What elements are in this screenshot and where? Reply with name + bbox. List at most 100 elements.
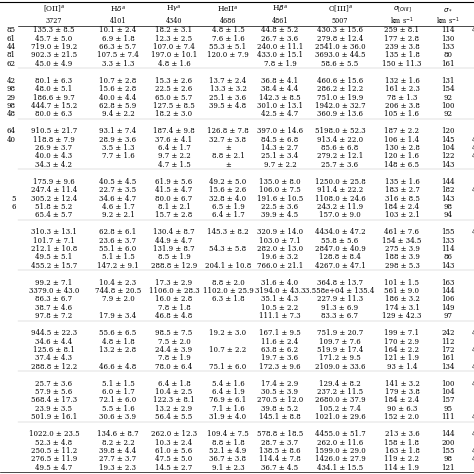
Text: 259 ± 8.1: 259 ± 8.1 <box>384 26 419 34</box>
Text: 298 ± 5.3: 298 ± 5.3 <box>384 262 419 270</box>
Text: 135 ± 1.8: 135 ± 1.8 <box>384 52 419 59</box>
Text: 11.6 ± 2.4: 11.6 ± 2.4 <box>261 337 299 346</box>
Text: 99.2 ± 7.1: 99.2 ± 7.1 <box>36 279 73 287</box>
Text: 167.1 ± 9.5: 167.1 ± 9.5 <box>259 329 301 337</box>
Text: 17.3 ± 2.9: 17.3 ± 2.9 <box>155 279 192 287</box>
Text: 95: 95 <box>444 405 453 413</box>
Text: 4861: 4861 <box>272 17 288 25</box>
Text: 54.3 ± 5.8: 54.3 ± 5.8 <box>210 245 246 253</box>
Text: 175.9 ± 9.6: 175.9 ± 9.6 <box>33 178 75 186</box>
Text: 144: 144 <box>441 287 455 295</box>
Text: 26.9 ± 3.7: 26.9 ± 3.7 <box>36 144 73 152</box>
Text: 144: 144 <box>441 430 455 438</box>
Text: 28.9 ± 3.6: 28.9 ± 3.6 <box>100 136 137 144</box>
Text: 19.2 ± 3.0: 19.2 ± 3.0 <box>210 329 246 337</box>
Text: 135 ± 1.6: 135 ± 1.6 <box>384 178 419 186</box>
Text: 12.3 ± 2.5: 12.3 ± 2.5 <box>155 35 192 43</box>
Text: 55.3 ± 5.1: 55.3 ± 5.1 <box>210 43 246 51</box>
Text: 288.8 ± 12.2: 288.8 ± 12.2 <box>31 363 77 371</box>
Text: 41.5 ± 4.7: 41.5 ± 4.7 <box>155 186 192 194</box>
Text: 3.3 ± 1.3: 3.3 ± 1.3 <box>102 60 134 68</box>
Text: 19.7 ± 3.6: 19.7 ± 3.6 <box>262 355 299 363</box>
Text: 112: 112 <box>441 337 455 346</box>
Text: 51.8 ± 5.2: 51.8 ± 5.2 <box>36 203 73 211</box>
Text: 158 ± 1.8: 158 ± 1.8 <box>384 438 419 447</box>
Text: 45.0 ± 4.9: 45.0 ± 4.9 <box>36 60 73 68</box>
Text: 15.6 ± 2.6: 15.6 ± 2.6 <box>210 186 246 194</box>
Text: 3194.0 ± 43.3: 3194.0 ± 43.3 <box>255 287 305 295</box>
Text: 212.1 ± 10.8: 212.1 ± 10.8 <box>31 245 77 253</box>
Text: 3.5 ± 1.3: 3.5 ± 1.3 <box>102 144 134 152</box>
Text: 25.1 ± 3.6: 25.1 ± 3.6 <box>210 93 246 101</box>
Text: 42.7: 42.7 <box>472 144 474 152</box>
Text: 149: 149 <box>441 304 455 312</box>
Text: 188 ± 3.9: 188 ± 3.9 <box>384 254 419 262</box>
Text: 62.8 ± 6.1: 62.8 ± 6.1 <box>100 228 137 236</box>
Text: 262.0 ± 12.3: 262.0 ± 12.3 <box>151 430 197 438</box>
Text: 66.3 ± 5.7: 66.3 ± 5.7 <box>100 43 137 51</box>
Text: 40.0 ± 4.3: 40.0 ± 4.3 <box>36 153 73 160</box>
Text: 766.0 ± 21.1: 766.0 ± 21.1 <box>257 262 303 270</box>
Text: 177 ± 2.8: 177 ± 2.8 <box>384 35 419 43</box>
Text: 141 ± 3.2: 141 ± 3.2 <box>384 380 419 388</box>
Text: 62: 62 <box>7 60 16 68</box>
Text: 143: 143 <box>441 194 455 202</box>
Text: 98: 98 <box>7 102 16 110</box>
Text: 170 ± 2.9: 170 ± 2.9 <box>384 337 419 346</box>
Text: 28.7 ± 3.7: 28.7 ± 3.7 <box>262 438 299 447</box>
Text: 7.8 ± 1.9: 7.8 ± 1.9 <box>158 355 191 363</box>
Text: 23.9 ± 3.5: 23.9 ± 3.5 <box>36 405 73 413</box>
Text: 7.9 ± 2.0: 7.9 ± 2.0 <box>101 295 134 303</box>
Text: 187 ± 2.2: 187 ± 2.2 <box>384 127 419 135</box>
Text: 460.6 ± 15.6: 460.6 ± 15.6 <box>317 77 363 85</box>
Text: 44.9 ± 4.7: 44.9 ± 4.7 <box>155 237 192 245</box>
Text: 237.2 ± 11.5: 237.2 ± 11.5 <box>317 388 363 396</box>
Text: 5.4 ± 1.6: 5.4 ± 1.6 <box>211 380 245 388</box>
Text: 45.7 ± 5.0: 45.7 ± 5.0 <box>36 35 73 43</box>
Text: 8.5 ± 1.9: 8.5 ± 1.9 <box>158 254 191 262</box>
Text: 40.9: 40.9 <box>472 456 474 464</box>
Text: O[III]$^a$: O[III]$^a$ <box>328 4 353 14</box>
Text: 910.5 ± 21.7: 910.5 ± 21.7 <box>31 127 77 135</box>
Text: 80.0 ± 6.3: 80.0 ± 6.3 <box>36 110 73 118</box>
Text: 161: 161 <box>441 355 455 363</box>
Text: 127.5 ± 8.5: 127.5 ± 8.5 <box>153 102 195 110</box>
Text: 133: 133 <box>441 43 455 51</box>
Text: 114.4 ± 7.8: 114.4 ± 7.8 <box>259 456 301 464</box>
Text: 103.0 ± 7.1: 103.0 ± 7.1 <box>259 237 301 245</box>
Text: 120.0 ± 7.9: 120.0 ± 7.9 <box>207 52 249 59</box>
Text: 4455.0 ± 51.7: 4455.0 ± 51.7 <box>315 430 365 438</box>
Text: 125.6 ± 8.1: 125.6 ± 8.1 <box>33 346 75 354</box>
Text: 163 ± 1.8: 163 ± 1.8 <box>384 447 419 455</box>
Text: 1022.0 ± 23.5: 1022.0 ± 23.5 <box>29 430 79 438</box>
Text: 129 ± 42.3: 129 ± 42.3 <box>383 312 422 320</box>
Text: 130: 130 <box>441 35 455 43</box>
Text: 19.3 ± 2.3: 19.3 ± 2.3 <box>100 464 137 472</box>
Text: 184 ± 2.4: 184 ± 2.4 <box>384 396 419 404</box>
Text: 40: 40 <box>7 136 16 144</box>
Text: 163: 163 <box>441 279 455 287</box>
Text: 37.6 ± 4.1: 37.6 ± 4.1 <box>155 136 192 144</box>
Text: 155: 155 <box>441 447 455 455</box>
Text: 107.0 ± 7.4: 107.0 ± 7.4 <box>153 43 195 51</box>
Text: 8.2 ± 2.2: 8.2 ± 2.2 <box>101 438 134 447</box>
Text: 39.5 ± 4.8: 39.5 ± 4.8 <box>210 102 246 110</box>
Text: 57.9 ± 5.6: 57.9 ± 5.6 <box>36 388 73 396</box>
Text: 4434.0 ± 47.2: 4434.0 ± 47.2 <box>315 228 365 236</box>
Text: 182: 182 <box>441 186 455 194</box>
Text: 282.0 ± 13.0: 282.0 ± 13.0 <box>257 245 303 253</box>
Text: 171.2 ± 9.5: 171.2 ± 9.5 <box>319 355 361 363</box>
Text: 3727: 3727 <box>46 17 62 25</box>
Text: 5007: 5007 <box>332 17 348 25</box>
Text: 286.2 ± 12.2: 286.2 ± 12.2 <box>317 85 363 93</box>
Text: 13.2 ± 2.9: 13.2 ± 2.9 <box>155 405 192 413</box>
Text: 206 ± 3.8: 206 ± 3.8 <box>384 102 419 110</box>
Text: 30.5 ± 3.9: 30.5 ± 3.9 <box>262 388 299 396</box>
Text: 41.9: 41.9 <box>472 363 474 371</box>
Text: 122: 122 <box>441 153 455 160</box>
Text: 75.1 ± 6.0: 75.1 ± 6.0 <box>210 363 246 371</box>
Text: 1942.0 ± 32.7: 1942.0 ± 32.7 <box>315 102 365 110</box>
Text: 42.7: 42.7 <box>472 413 474 421</box>
Text: 145: 145 <box>441 136 455 144</box>
Text: 41.9: 41.9 <box>472 447 474 455</box>
